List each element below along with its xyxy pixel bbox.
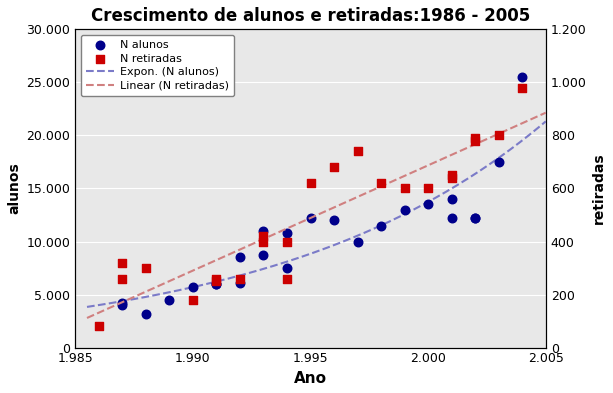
N alunos <box>352 239 362 245</box>
Linear (N retiradas) <box>499 130 506 134</box>
Linear (N retiradas) <box>85 315 92 320</box>
N alunos <box>447 196 457 202</box>
Linear (N retiradas) <box>83 316 91 320</box>
N retiradas <box>282 239 292 245</box>
Expon. (N alunos) <box>542 119 549 124</box>
N retiradas <box>447 172 457 178</box>
N alunos <box>211 281 221 287</box>
N alunos <box>329 217 339 224</box>
N retiradas <box>282 275 292 282</box>
N retiradas <box>400 185 409 192</box>
Linear (N retiradas) <box>355 194 362 199</box>
N alunos <box>164 297 174 303</box>
N retiradas <box>306 180 316 186</box>
N alunos <box>306 215 316 221</box>
Y-axis label: retiradas: retiradas <box>592 152 606 224</box>
N retiradas <box>259 233 268 239</box>
N retiradas <box>329 164 339 171</box>
Expon. (N alunos) <box>470 173 478 177</box>
N retiradas <box>423 185 433 192</box>
Linear (N retiradas) <box>470 143 478 147</box>
N alunos <box>400 207 409 213</box>
N retiradas <box>517 84 527 91</box>
N retiradas <box>94 323 104 330</box>
N retiradas <box>447 175 457 181</box>
N alunos <box>259 228 268 234</box>
N alunos <box>494 159 504 165</box>
N alunos <box>117 302 127 309</box>
N alunos <box>376 222 386 229</box>
N alunos <box>470 215 480 221</box>
Expon. (N alunos) <box>83 305 91 309</box>
N alunos <box>211 281 221 287</box>
N retiradas <box>211 278 221 285</box>
Expon. (N alunos) <box>499 152 506 157</box>
N alunos <box>423 201 433 208</box>
N retiradas <box>376 180 386 186</box>
N alunos <box>235 254 245 261</box>
N alunos <box>447 215 457 221</box>
N retiradas <box>211 275 221 282</box>
Expon. (N alunos) <box>85 304 92 309</box>
N retiradas <box>494 132 504 139</box>
N alunos <box>517 74 527 80</box>
N retiradas <box>117 260 127 266</box>
Expon. (N alunos) <box>364 229 371 234</box>
N retiradas <box>352 148 362 154</box>
Linear (N retiradas) <box>542 110 549 115</box>
N retiradas <box>470 135 480 141</box>
N retiradas <box>188 297 198 303</box>
Title: Crescimento de alunos e retiradas:1986 - 2005: Crescimento de alunos e retiradas:1986 -… <box>91 7 530 25</box>
N alunos <box>188 284 198 290</box>
Legend: N alunos, N retiradas, Expon. (N alunos), Linear (N retiradas): N alunos, N retiradas, Expon. (N alunos)… <box>81 35 234 96</box>
N alunos <box>141 310 151 317</box>
Linear (N retiradas) <box>364 190 371 195</box>
Y-axis label: alunos: alunos <box>7 163 21 214</box>
N alunos <box>235 280 245 286</box>
Expon. (N alunos) <box>355 233 362 238</box>
N alunos <box>259 252 268 259</box>
N retiradas <box>259 239 268 245</box>
N alunos <box>117 300 127 306</box>
N alunos <box>282 265 292 271</box>
Linear (N retiradas) <box>356 193 364 198</box>
N retiradas <box>117 275 127 282</box>
Line: Expon. (N alunos): Expon. (N alunos) <box>87 121 546 307</box>
N alunos <box>282 230 292 236</box>
N retiradas <box>235 275 245 282</box>
Expon. (N alunos) <box>356 232 364 237</box>
X-axis label: Ano: Ano <box>294 371 327 386</box>
N alunos <box>470 215 480 221</box>
N retiradas <box>141 265 151 271</box>
N retiradas <box>470 138 480 144</box>
Line: Linear (N retiradas): Linear (N retiradas) <box>87 113 546 318</box>
